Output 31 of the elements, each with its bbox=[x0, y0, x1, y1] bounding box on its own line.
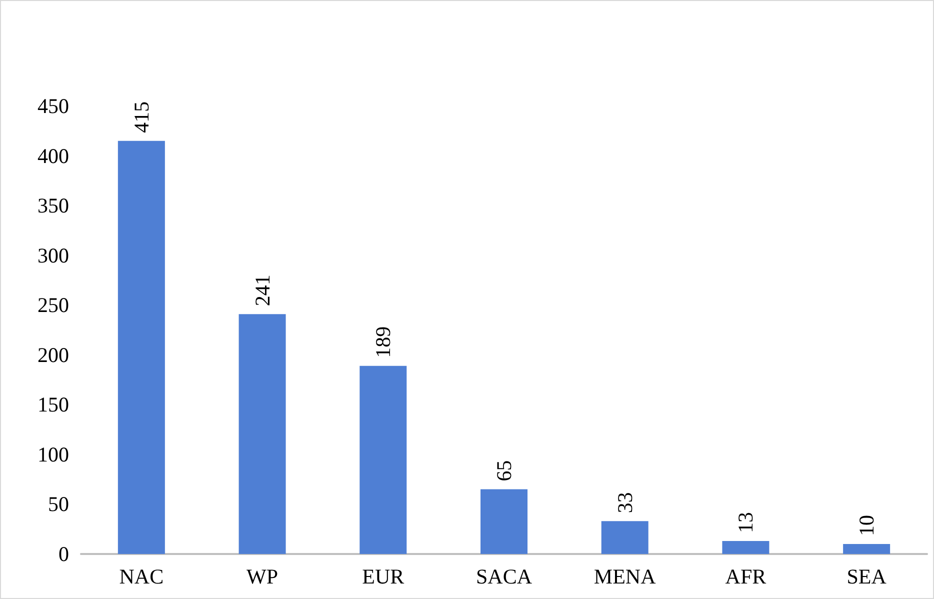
bar bbox=[480, 489, 528, 554]
x-tick-label: EUR bbox=[362, 564, 404, 588]
bar bbox=[238, 314, 286, 554]
x-tick-label: SACA bbox=[476, 564, 533, 588]
bar bbox=[601, 521, 648, 554]
x-tick-label: NAC bbox=[119, 564, 164, 588]
data-label: 10 bbox=[854, 515, 879, 536]
bar bbox=[843, 544, 890, 554]
y-tick-label: 350 bbox=[38, 194, 69, 218]
y-tick-label: 250 bbox=[38, 293, 69, 318]
data-label: 189 bbox=[371, 326, 396, 358]
y-tick-label: 400 bbox=[38, 144, 69, 168]
y-tick-label: 0 bbox=[58, 542, 69, 566]
y-tick-label: 450 bbox=[38, 94, 69, 118]
y-tick-label: 200 bbox=[38, 342, 69, 367]
data-label: 415 bbox=[129, 101, 154, 133]
data-label: 13 bbox=[734, 512, 758, 534]
y-tick-label: 300 bbox=[38, 243, 69, 268]
data-label: 33 bbox=[612, 492, 637, 514]
x-tick-label: WP bbox=[246, 564, 278, 588]
data-label: 65 bbox=[492, 460, 516, 482]
y-tick-label: 150 bbox=[38, 392, 69, 417]
data-label: 241 bbox=[250, 274, 274, 306]
x-tick-label: MENA bbox=[594, 564, 657, 588]
bar bbox=[360, 366, 407, 554]
bar bbox=[118, 140, 165, 554]
y-tick-label: 50 bbox=[48, 492, 69, 516]
bar bbox=[722, 541, 770, 554]
x-tick-label: AFR bbox=[725, 564, 766, 588]
x-tick-label: SEA bbox=[846, 564, 888, 588]
y-tick-label: 100 bbox=[38, 442, 69, 466]
